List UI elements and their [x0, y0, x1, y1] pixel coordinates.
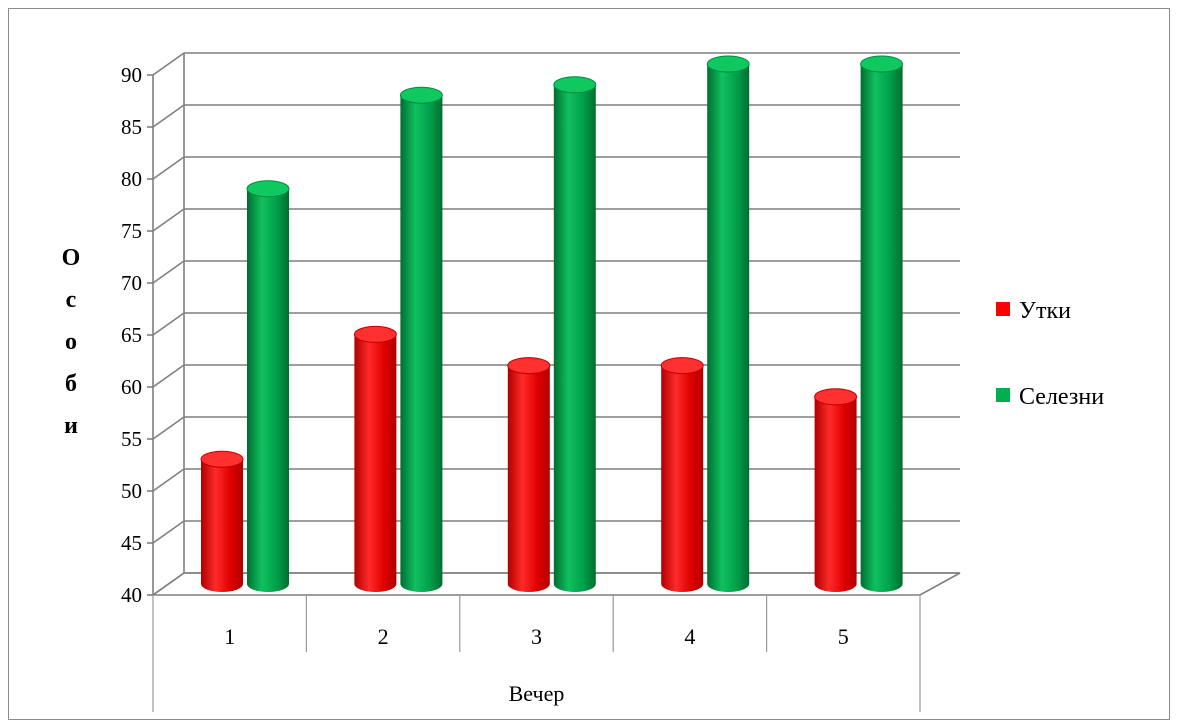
legend-label: Селезни [1019, 384, 1104, 410]
gridline-depth [152, 364, 185, 388]
bar-selezni [247, 188, 289, 593]
bar-utki [507, 365, 550, 592]
bar-selezni-top [706, 55, 750, 73]
y-axis-title-letter: о [65, 329, 77, 355]
y-tick-label: 85 [121, 115, 142, 139]
bar-selezni [400, 95, 443, 592]
gridline-depth [152, 156, 185, 180]
gridline-depth [152, 52, 185, 76]
chart-floor [150, 572, 961, 596]
bar-utki [661, 365, 704, 592]
gridline-depth [152, 104, 185, 128]
bar-utki-top [660, 357, 704, 375]
bar-utki-top [353, 325, 397, 343]
legend-label: Утки [1019, 298, 1071, 324]
x-tick-label: 5 [838, 624, 849, 649]
gridline-depth [152, 468, 185, 492]
x-tick-label: 4 [684, 624, 695, 649]
bar-selezni-top [246, 180, 290, 198]
gridline-depth [152, 312, 185, 336]
y-tick-label: 65 [121, 323, 142, 347]
y-axis-title-letter: б [65, 371, 77, 397]
y-tick-label: 80 [121, 167, 142, 191]
x-tick-label: 1 [224, 624, 235, 649]
gridline-depth [152, 520, 185, 544]
x-axis-title: Вечер [509, 681, 565, 706]
gridline-depth [152, 208, 185, 232]
y-tick-label: 45 [121, 531, 142, 555]
bar-selezni-top [399, 86, 443, 104]
y-axis-title-letter: и [64, 413, 78, 439]
y-tick-label: 90 [121, 63, 142, 87]
bar-utki [354, 334, 397, 592]
y-tick-label: 50 [121, 479, 142, 503]
y-tick-label: 75 [121, 219, 142, 243]
y-axis-title-letter: О [62, 245, 81, 271]
bar-utki-top [507, 357, 551, 375]
y-tick-label: 55 [121, 427, 142, 451]
gridline-depth [152, 416, 185, 440]
y-tick-label: 70 [121, 271, 142, 295]
bar-selezni [553, 84, 596, 593]
bar-selezni-top [860, 55, 904, 73]
y-axis-title-letter: с [66, 287, 77, 313]
gridline-depth [152, 260, 185, 284]
y-tick-label: 40 [121, 583, 142, 607]
bar-utki-top [814, 388, 858, 406]
x-tick-label: 3 [531, 624, 542, 649]
x-tick-label: 2 [378, 624, 389, 649]
legend-swatch [996, 302, 1010, 316]
bar-selezni-top [553, 76, 597, 94]
bar-utki [201, 459, 243, 592]
legend-swatch [996, 388, 1010, 402]
y-tick-label: 60 [121, 375, 142, 399]
bar-utki [814, 396, 857, 592]
bar-selezni [860, 64, 903, 592]
bar-utki-top [200, 450, 244, 468]
bar-selezni [707, 64, 750, 592]
